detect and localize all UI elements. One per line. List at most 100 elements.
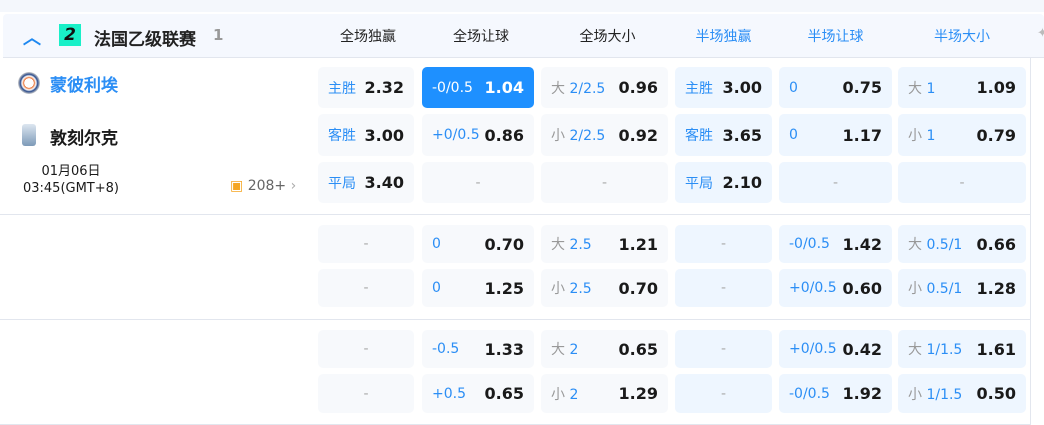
odds-label: -0.5 xyxy=(432,341,460,357)
away-team-name[interactable]: 敦刻尔克 xyxy=(50,129,118,149)
league-name[interactable]: 法国乙级联赛 xyxy=(94,30,196,50)
col-header: 全场大小 xyxy=(579,29,636,45)
odds-cell[interactable]: -0/0.5 1.04 xyxy=(422,67,534,108)
empty-odds: - xyxy=(720,385,727,402)
odds-line: 2 xyxy=(569,342,579,358)
odds-cell[interactable]: 小 1/1.5 0.50 xyxy=(898,374,1026,413)
odds-value: 1.42 xyxy=(842,234,882,254)
odds-cell[interactable]: +0/0.5 0.42 xyxy=(779,330,892,368)
odds-cell: - xyxy=(898,162,1026,203)
col-header[interactable]: 半场大小 xyxy=(934,29,990,45)
divider xyxy=(0,214,1031,215)
odds-cell[interactable]: +0.5 0.65 xyxy=(422,374,534,413)
odds-label: +0/0.5 xyxy=(432,127,480,143)
odds-cell[interactable]: 小 2 1.29 xyxy=(541,374,668,413)
odds-cell[interactable]: 小 0.5/1 1.28 xyxy=(898,269,1026,307)
odds-cell[interactable]: 大 0.5/1 0.66 xyxy=(898,225,1026,263)
empty-odds: - xyxy=(720,341,727,357)
odds-label: 0 xyxy=(432,280,441,296)
more-markets-link[interactable]: ▣ 208+ › xyxy=(230,178,296,194)
home-team-name[interactable]: 蒙彼利埃 xyxy=(50,76,118,96)
odds-label: 大 2.5 xyxy=(551,234,592,254)
odds-cell[interactable]: 平局 3.40 xyxy=(318,162,414,203)
odds-label: 小 0.5/1 xyxy=(908,278,962,298)
odds-label: 客胜 xyxy=(328,128,356,144)
odds-value: 0.50 xyxy=(976,384,1016,403)
col-header[interactable]: 半场独赢 xyxy=(695,29,752,45)
match-date: 01月06日 xyxy=(41,164,101,179)
odds-label: 大 1/1.5 xyxy=(908,339,962,359)
col-header[interactable]: 半场让球 xyxy=(807,29,864,45)
odds-cell[interactable]: 小 2.5 0.70 xyxy=(541,269,668,307)
odds-cell[interactable]: 平局 2.10 xyxy=(675,162,772,203)
top-strip xyxy=(0,0,1044,12)
odds-cell[interactable]: 大 1/1.5 1.61 xyxy=(898,330,1026,368)
odds-value: 1.09 xyxy=(976,78,1016,97)
odds-side: 大 xyxy=(908,80,922,97)
home-team-logo xyxy=(18,72,40,94)
odds-side: 小 xyxy=(908,128,922,144)
odds-cell[interactable]: 小 1 0.79 xyxy=(898,114,1026,156)
odds-value: 0.70 xyxy=(484,234,524,254)
odds-cell[interactable]: +0/0.5 0.60 xyxy=(779,269,892,307)
col-header: 全场让球 xyxy=(453,29,509,45)
odds-value: 0.65 xyxy=(618,339,658,359)
odds-cell[interactable]: 客胜 3.00 xyxy=(318,114,414,156)
odds-cell: - xyxy=(318,374,414,413)
odds-label: -0/0.5 xyxy=(432,79,473,96)
odds-cell[interactable]: 小 2/2.5 0.92 xyxy=(541,114,668,156)
empty-odds: - xyxy=(832,174,839,191)
odds-line: 0.5/1 xyxy=(926,237,963,253)
odds-value: 1.25 xyxy=(484,278,524,298)
odds-value: 0.86 xyxy=(484,125,524,145)
odds-cell[interactable]: 0 1.25 xyxy=(422,269,534,307)
odds-side: 大 xyxy=(551,80,565,97)
odds-value: 3.40 xyxy=(364,173,404,192)
odds-cell[interactable]: 客胜 3.65 xyxy=(675,114,772,156)
odds-cell[interactable]: -0/0.5 1.92 xyxy=(779,374,892,413)
odds-value: 3.00 xyxy=(722,78,762,97)
league-header: ︿ 2 法国乙级联赛 1 全场独赢 全场让球 全场大小 半场独赢 半场让球 半场… xyxy=(3,14,1044,58)
odds-cell[interactable]: 0 0.70 xyxy=(422,225,534,263)
odds-line: 1 xyxy=(926,80,936,97)
collapse-chevron-icon[interactable]: ︿ xyxy=(23,28,41,49)
odds-cell[interactable]: -0/0.5 1.42 xyxy=(779,225,892,263)
odds-cell[interactable]: -0.5 1.33 xyxy=(422,330,534,368)
odds-label: 小 2 xyxy=(551,384,578,404)
odds-label: -0/0.5 xyxy=(789,385,830,402)
odds-cell[interactable]: 大 1 1.09 xyxy=(898,67,1026,108)
odds-cell[interactable]: 0 0.75 xyxy=(779,67,892,108)
odds-side: 小 xyxy=(908,281,922,297)
odds-cell[interactable]: 大 2.5 1.21 xyxy=(541,225,668,263)
chevron-right-icon: › xyxy=(290,178,297,194)
odds-value: 0.79 xyxy=(976,125,1016,145)
empty-odds: - xyxy=(601,174,608,191)
odds-cell[interactable]: +0/0.5 0.86 xyxy=(422,114,534,156)
empty-odds: - xyxy=(363,341,369,357)
pin-icon[interactable]: ✦ xyxy=(1037,26,1044,41)
odds-cell: - xyxy=(779,162,892,203)
odds-value: 1.28 xyxy=(976,278,1016,298)
odds-cell[interactable]: 主胜 2.32 xyxy=(318,67,414,108)
odds-cell: - xyxy=(318,225,414,263)
odds-cell: - xyxy=(675,269,772,307)
col-header: 全场独赢 xyxy=(340,29,396,45)
odds-value: 0.70 xyxy=(618,278,658,298)
odds-side: 小 xyxy=(908,386,922,403)
empty-odds: - xyxy=(720,236,727,252)
empty-odds: - xyxy=(959,174,965,191)
odds-value: 3.65 xyxy=(722,125,762,145)
odds-value: 3.00 xyxy=(364,125,404,145)
odds-value: 0.66 xyxy=(976,234,1016,254)
odds-cell[interactable]: 0 1.17 xyxy=(779,114,892,156)
odds-cell[interactable]: 大 2/2.5 0.96 xyxy=(541,67,668,108)
odds-value: 0.42 xyxy=(842,339,882,359)
odds-cell[interactable]: 主胜 3.00 xyxy=(675,67,772,108)
odds-cell: - xyxy=(318,330,414,368)
league-logo: 2 xyxy=(59,24,81,46)
odds-label: 客胜 xyxy=(685,128,713,144)
odds-label: 大 2 xyxy=(551,339,578,359)
odds-label: 0 xyxy=(789,79,798,96)
odds-cell[interactable]: 大 2 0.65 xyxy=(541,330,668,368)
right-border xyxy=(1030,58,1031,425)
